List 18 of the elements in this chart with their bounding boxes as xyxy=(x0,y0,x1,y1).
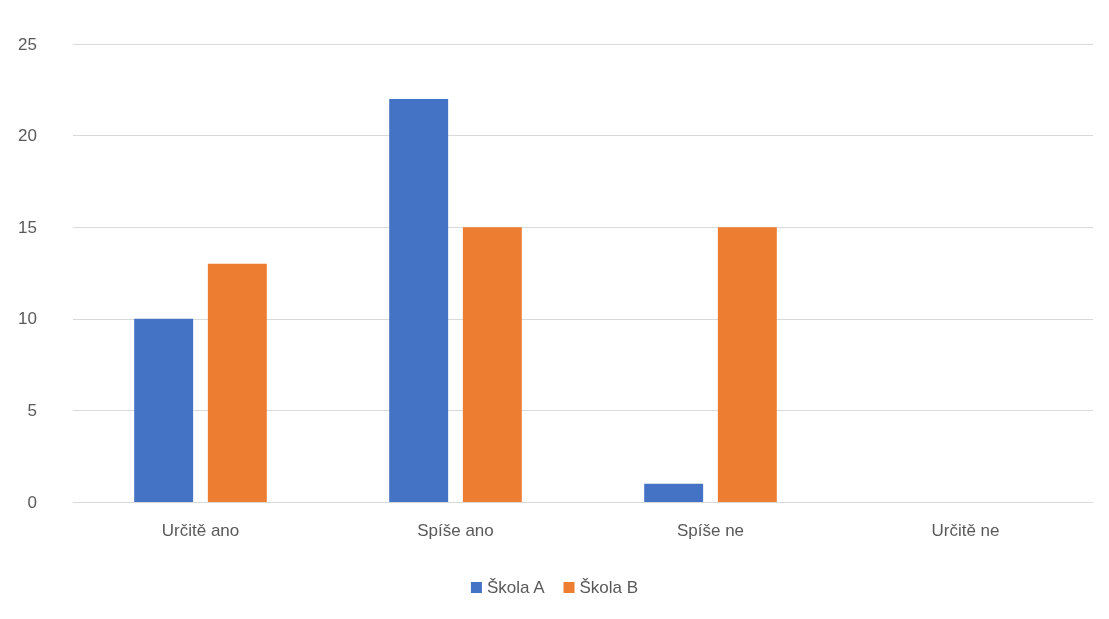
y-tick-label: 0 xyxy=(27,492,37,512)
bar xyxy=(134,318,194,502)
legend-label: Škola B xyxy=(579,578,639,597)
y-tick-label: 10 xyxy=(18,309,37,329)
bar xyxy=(207,263,267,502)
bar xyxy=(389,98,449,502)
y-tick-label: 5 xyxy=(27,400,37,420)
x-tick-label: Určitě ne xyxy=(931,521,1000,540)
bar xyxy=(717,227,777,502)
bar xyxy=(462,227,522,502)
y-tick-label: 20 xyxy=(18,126,37,146)
x-tick-label: Spíše ano xyxy=(417,521,494,540)
x-tick-label: Určitě ano xyxy=(161,521,240,540)
x-tick-label: Spíše ne xyxy=(676,521,745,540)
y-tick-label: 25 xyxy=(18,34,37,54)
legend-label: Škola A xyxy=(486,578,546,597)
y-tick-label: 15 xyxy=(18,217,37,237)
bar xyxy=(644,483,704,502)
